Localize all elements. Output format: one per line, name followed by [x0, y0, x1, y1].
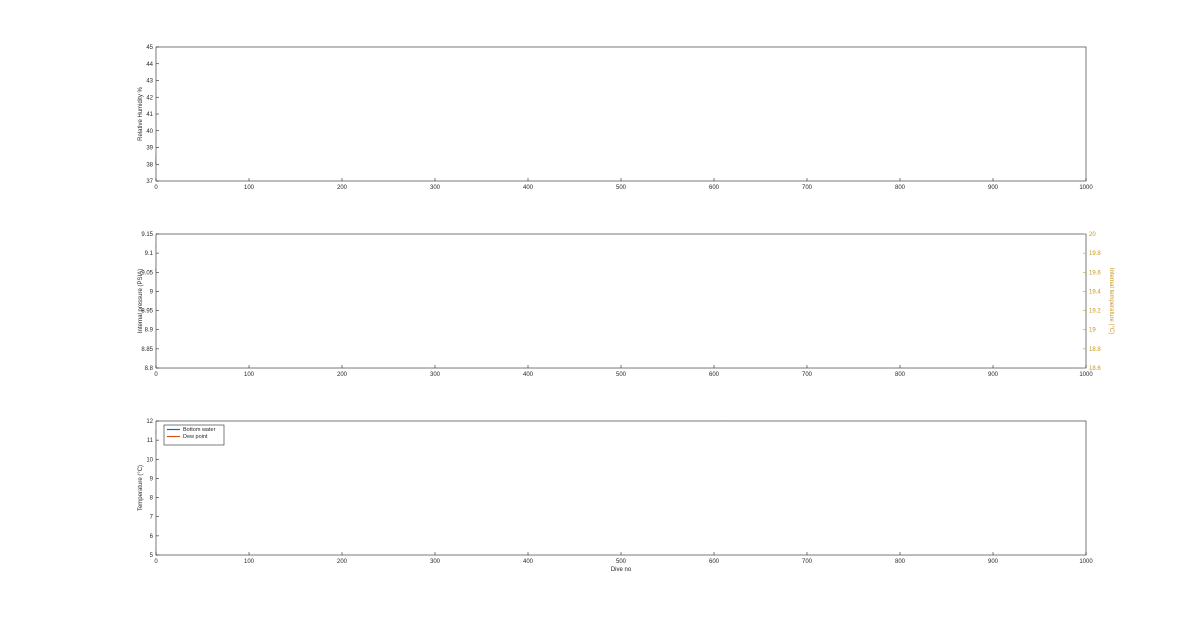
- y-tick-label: 9: [150, 476, 154, 482]
- x-tick-label: 900: [988, 372, 999, 378]
- y-tick-label: 45: [146, 45, 153, 51]
- x-tick-label: 1000: [1079, 372, 1093, 378]
- x-tick-label: 300: [430, 185, 441, 191]
- y-axis-label: Internal pressure (PSIA): [138, 269, 144, 333]
- y2-tick-label: 19: [1089, 328, 1096, 334]
- x-tick-label: 700: [802, 372, 813, 378]
- chart-panel-3: 0 100 200 300 400 500 600 700 800 900 1000 5 6 7 8 9 10 1…: [138, 419, 1093, 573]
- chart-panel-1: 0 100 200 300 400 500 600 700 800 900 1000 37 38 39 40…: [138, 45, 1093, 191]
- y-tick-label: 43: [146, 79, 153, 85]
- y-tick-label: 8: [150, 496, 154, 502]
- axes-box: [155, 46, 1087, 182]
- y-tick-label: 8.9: [145, 328, 154, 334]
- y-tick-label: 41: [146, 112, 153, 118]
- y2-tick-label: 18.8: [1089, 347, 1101, 353]
- x-tick-label: 300: [430, 372, 441, 378]
- y2-tick-label: 18.6: [1089, 366, 1101, 372]
- x-tick-label: 0: [154, 185, 158, 191]
- y-tick-label: 9.05: [141, 270, 153, 276]
- chart-panel-2: 0 100 200 300 400 500 600 700 800 900 1000 8.8 8.85 8…: [138, 232, 1114, 378]
- y-tick-label: 8.95: [141, 309, 153, 315]
- x-tick-label: 800: [895, 559, 906, 565]
- x-tick-label: 500: [616, 185, 627, 191]
- x-tick-label: 800: [895, 372, 906, 378]
- y2-tick-label: 19.6: [1089, 270, 1101, 276]
- x-tick-label: 0: [154, 559, 158, 565]
- x-tick-label: 600: [709, 559, 720, 565]
- y-tick-label: 10: [146, 457, 153, 463]
- y-tick-label: 39: [146, 146, 153, 152]
- y-tick-label: 38: [146, 162, 153, 168]
- x-tick-label: 1000: [1079, 185, 1093, 191]
- x-tick-label: 200: [337, 372, 348, 378]
- y-tick-label: 9.15: [141, 232, 153, 238]
- legend-entry: Dew point: [183, 434, 208, 440]
- y-tick-label: 37: [146, 179, 153, 185]
- axes-box: [155, 233, 1087, 369]
- y-tick-label: 42: [146, 95, 153, 101]
- y-tick-label: 44: [146, 62, 153, 68]
- x-tick-label: 500: [616, 372, 627, 378]
- x-tick-label: 0: [154, 372, 158, 378]
- x-tick-label: 600: [709, 372, 720, 378]
- y2-axis-label: Internal temperature (°C): [1108, 268, 1114, 334]
- x-tick-label: 100: [244, 559, 255, 565]
- y-tick-label: 9.1: [145, 251, 154, 257]
- y-tick-label: 11: [147, 438, 154, 444]
- x-tick-label: 100: [244, 185, 255, 191]
- y2-tick-label: 20: [1089, 232, 1096, 238]
- x-tick-label: 700: [802, 559, 813, 565]
- x-tick-label: 1000: [1079, 559, 1093, 565]
- y-axis-label: Temperature (°C): [138, 465, 144, 511]
- y-tick-label: 12: [146, 419, 153, 425]
- y-tick-label: 40: [146, 129, 153, 135]
- y-tick-label: 8.8: [145, 366, 154, 372]
- x-tick-label: 200: [337, 185, 348, 191]
- y-tick-label: 7: [150, 515, 154, 521]
- x-tick-label: 700: [802, 185, 813, 191]
- y2-tick-label: 19.8: [1089, 251, 1101, 257]
- x-axis-label: Dive no: [611, 567, 632, 573]
- x-tick-label: 500: [616, 559, 627, 565]
- x-tick-label: 900: [988, 559, 999, 565]
- x-tick-label: 900: [988, 185, 999, 191]
- x-tick-label: 400: [523, 372, 534, 378]
- y-tick-label: 8.85: [141, 347, 153, 353]
- x-tick-label: 100: [244, 372, 255, 378]
- x-tick-label: 400: [523, 185, 534, 191]
- y2-tick-label: 19.4: [1089, 289, 1101, 295]
- x-tick-label: 400: [523, 559, 534, 565]
- axes-box: [155, 420, 1087, 556]
- y-tick-label: 6: [150, 534, 154, 540]
- x-tick-label: 800: [895, 185, 906, 191]
- y-tick-label: 5: [150, 553, 154, 559]
- x-tick-label: 300: [430, 559, 441, 565]
- y-tick-label: 9: [150, 289, 154, 295]
- x-tick-label: 600: [709, 185, 720, 191]
- legend-entry: Bottom water: [183, 427, 216, 433]
- x-tick-label: 200: [337, 559, 348, 565]
- y-axis-label: Relative Humidity %: [138, 86, 144, 140]
- y2-tick-label: 19.2: [1089, 309, 1101, 315]
